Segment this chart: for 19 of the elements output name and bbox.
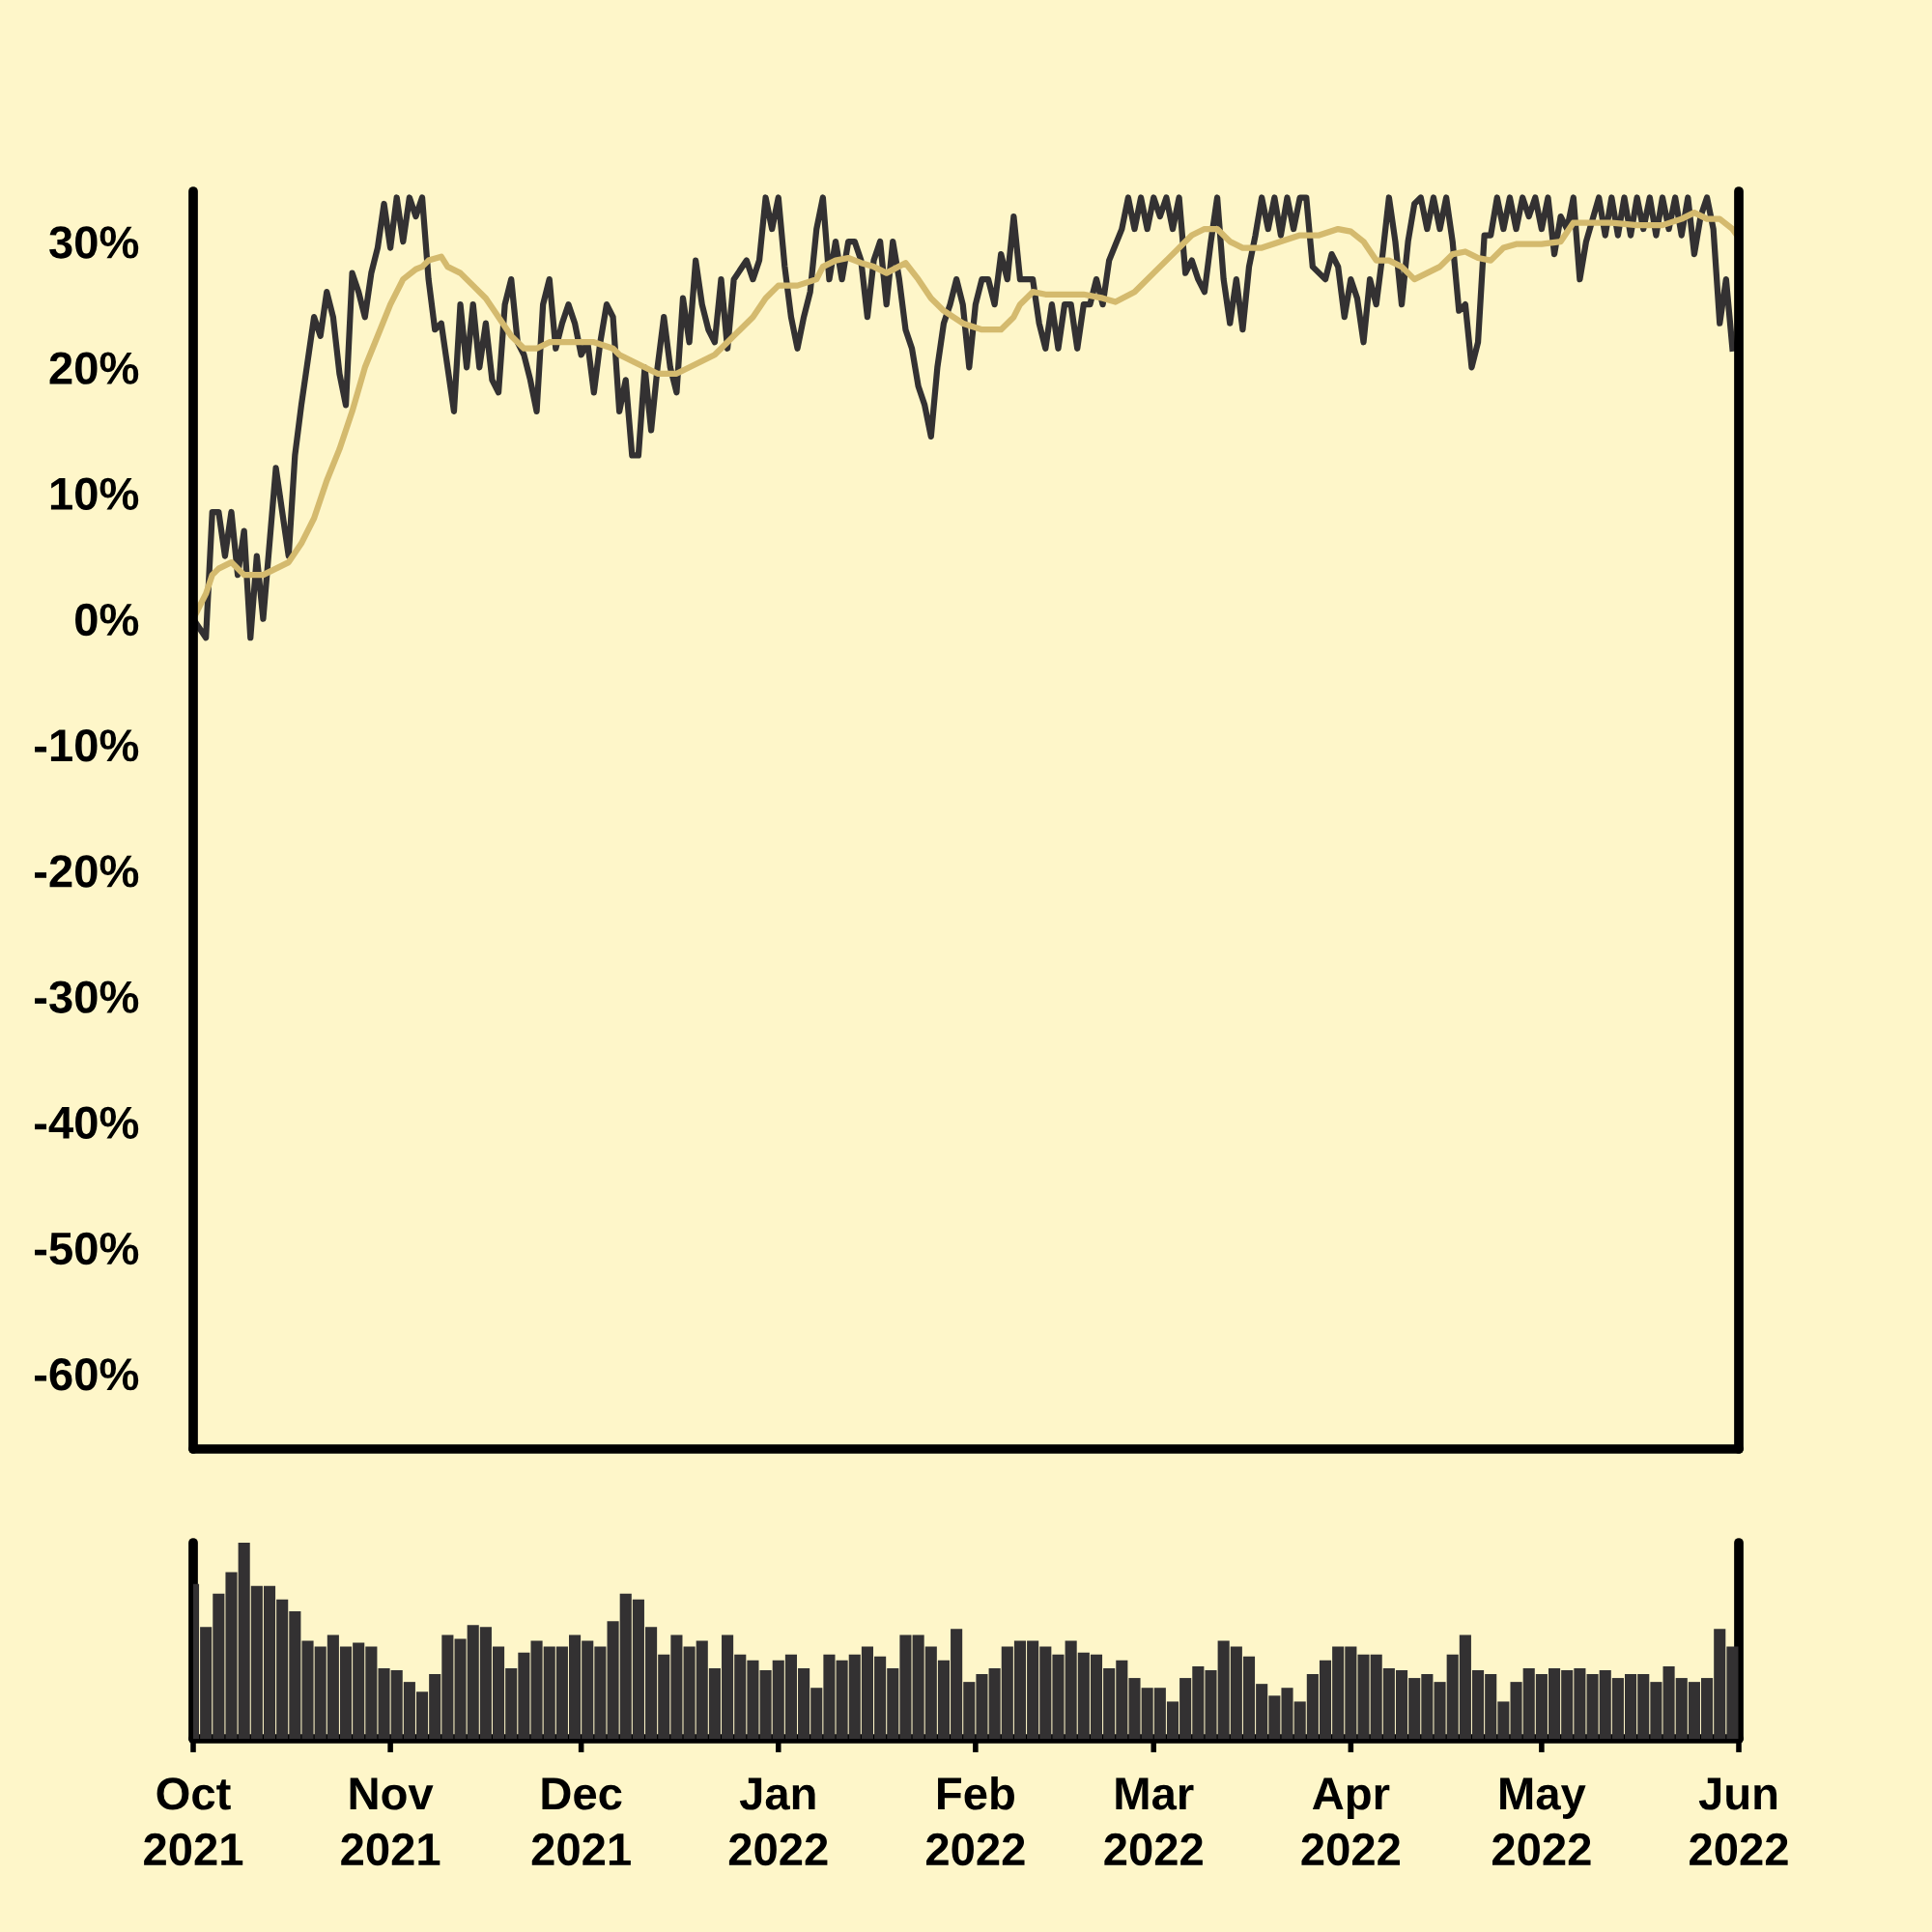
y-tick-label: -30% (35, 980, 139, 1013)
x-tick-label: Nov 2021 (341, 1777, 440, 1866)
y-tick-label: -50% (35, 1232, 139, 1265)
x-tick-label: Mar 2022 (1104, 1777, 1203, 1866)
x-tick-label: May 2022 (1492, 1777, 1591, 1866)
y-tick-label: -40% (35, 1106, 139, 1140)
y-tick-label: 30% (49, 226, 139, 259)
x-tick-label: Jan 2022 (728, 1777, 828, 1866)
y-tick-label: -10% (35, 729, 139, 762)
y-tick-label: 10% (50, 477, 139, 511)
x-tick-label: Jun 2022 (1690, 1777, 1788, 1866)
x-tick-label: Apr 2022 (1301, 1777, 1400, 1866)
y-tick-label: -60% (35, 1358, 139, 1391)
x-tick-label: Feb 2022 (925, 1776, 1025, 1866)
y-tick-label: 20% (49, 352, 139, 384)
x-tick-label: Dec 2021 (531, 1777, 631, 1866)
x-tick-label: Oct 2021 (144, 1777, 243, 1866)
y-tick-label: -20% (35, 855, 139, 888)
y-tick-label: 0% (75, 603, 139, 637)
